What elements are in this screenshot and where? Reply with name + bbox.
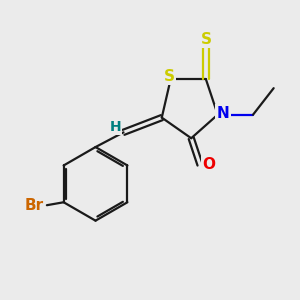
Text: O: O xyxy=(202,157,215,172)
Text: H: H xyxy=(110,120,121,134)
Text: Br: Br xyxy=(25,198,44,213)
Text: N: N xyxy=(217,106,230,121)
Text: S: S xyxy=(164,69,175,84)
Text: S: S xyxy=(200,32,211,47)
